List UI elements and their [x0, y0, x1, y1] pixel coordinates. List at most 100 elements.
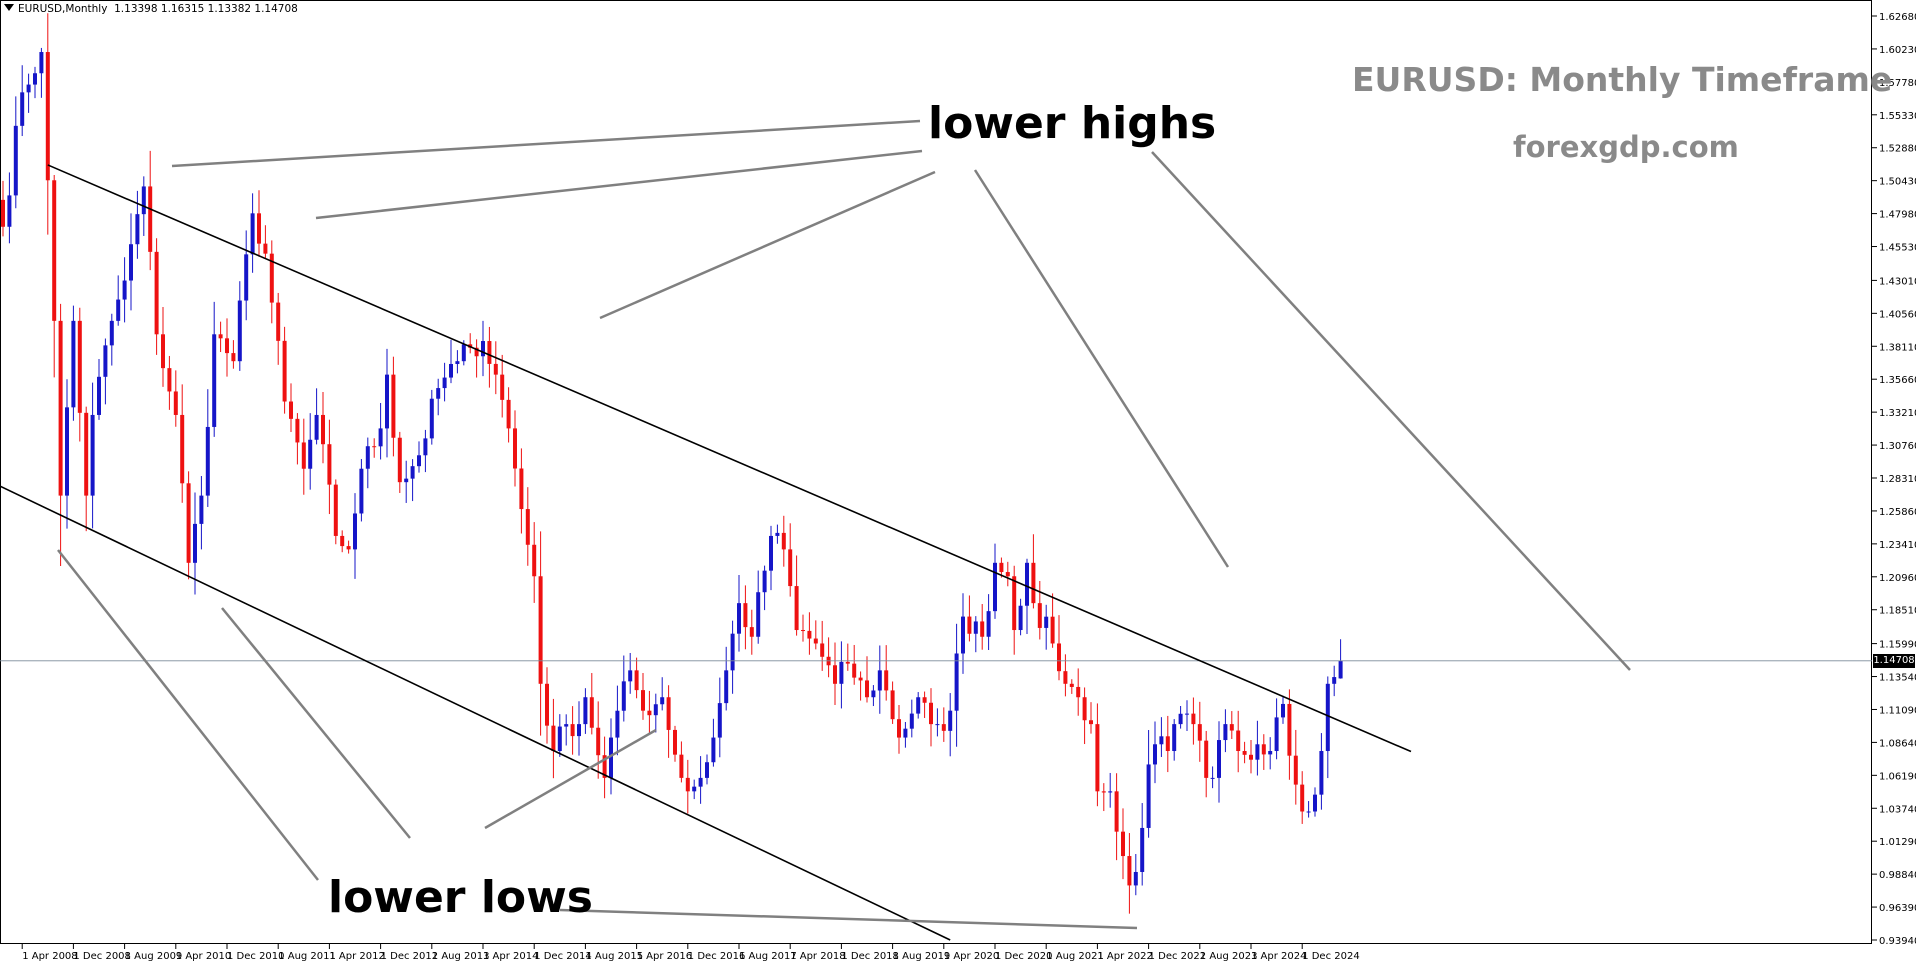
- y-tick-label: 1.15990: [1879, 640, 1916, 651]
- bear-candle-body: [321, 414, 325, 445]
- bear-candle-body: [84, 412, 89, 496]
- bull-candle-body: [1338, 660, 1343, 679]
- bull-candle-body: [1274, 717, 1279, 752]
- bear-candle-body: [1191, 713, 1196, 725]
- bull-candle-body: [1319, 751, 1324, 795]
- bear-candle-body: [519, 468, 524, 510]
- bull-candle-body: [557, 726, 562, 752]
- bull-candle-body: [986, 611, 991, 637]
- bull-candle-body: [653, 704, 658, 716]
- chart-title: EURUSD: Monthly Timeframe: [1352, 60, 1893, 99]
- bear-candle-body: [538, 576, 543, 684]
- bull-candle-body: [423, 438, 428, 456]
- bear-candle-body: [820, 643, 825, 657]
- dropdown-triangle-icon[interactable]: [4, 4, 14, 11]
- bull-candle-body: [122, 280, 127, 300]
- bear-candle-body: [295, 418, 300, 443]
- symbol-header: EURUSD,Monthly 1.13398 1.16315 1.13382 1…: [4, 3, 298, 15]
- bear-candle-body: [570, 724, 575, 737]
- bear-candle-body: [1005, 572, 1010, 577]
- x-tick-label: 1 Aug 2023: [1200, 951, 1258, 962]
- bull-candle-body: [436, 388, 441, 399]
- bear-candle-body: [801, 630, 805, 632]
- bull-candle-body: [1178, 713, 1183, 725]
- x-tick-label: 1 Apr 2008: [22, 951, 77, 962]
- bear-candle-body: [397, 437, 402, 483]
- bear-candle-body: [525, 509, 530, 545]
- bull-candle-body: [564, 724, 569, 727]
- bear-candle-body: [1242, 751, 1247, 755]
- bear-candle-body: [180, 414, 185, 484]
- bull-candle-body: [954, 653, 959, 711]
- bull-candle-body: [762, 570, 767, 593]
- x-tick-label: 1 Dec 2012: [381, 951, 439, 962]
- annotation-pointer-line: [221, 607, 411, 839]
- bear-candle-body: [551, 725, 556, 752]
- bear-candle-body: [1165, 736, 1170, 752]
- bull-candle-body: [839, 661, 844, 684]
- bear-candle-body: [506, 399, 511, 429]
- bear-candle-body: [845, 661, 850, 664]
- bull-candle-body: [455, 361, 460, 364]
- bull-candle-body: [417, 455, 421, 467]
- bear-candle-body: [173, 391, 178, 415]
- bear-candle-body: [231, 353, 236, 362]
- bull-candle-body: [33, 73, 37, 85]
- current-price-tag: 1.14708: [1873, 654, 1915, 668]
- bull-candle-body: [1268, 751, 1273, 755]
- annotation-pointer-line: [57, 549, 319, 881]
- bear-candle-body: [391, 374, 396, 438]
- annotation-pointer-line: [315, 149, 923, 220]
- bull-candle-body: [90, 414, 95, 496]
- y-tick-label: 1.43010: [1879, 276, 1916, 287]
- bear-candle-body: [1089, 720, 1093, 725]
- bear-candle-body: [999, 562, 1004, 573]
- bear-candle-body: [282, 340, 287, 402]
- bull-candle-body: [1217, 740, 1221, 778]
- bull-candle-body: [205, 426, 210, 496]
- annotation-pointer-line: [171, 119, 921, 168]
- bear-candle-body: [148, 186, 153, 252]
- bull-candle-body: [628, 670, 633, 682]
- lower-channel-trendline: [0, 485, 951, 941]
- bull-candle-body: [1140, 827, 1145, 872]
- bear-candle-body: [474, 347, 479, 357]
- bull-candle-body: [1018, 605, 1023, 631]
- chart-subtitle: forexgdp.com: [1513, 130, 1739, 164]
- bear-candle-body: [641, 690, 645, 711]
- bear-candle-body: [1057, 643, 1061, 672]
- bear-candle-body: [1249, 754, 1253, 760]
- bull-candle-body: [1325, 683, 1330, 752]
- bear-candle-body: [852, 663, 857, 678]
- bull-candle-body: [1313, 794, 1317, 812]
- bear-candle-body: [1050, 616, 1055, 644]
- bear-candle-body: [301, 442, 306, 469]
- bear-candle-body: [1031, 562, 1036, 604]
- annotation-pointer-line: [973, 169, 1230, 568]
- bull-candle-body: [993, 562, 997, 612]
- y-tick-label: 1.50430: [1879, 177, 1916, 188]
- annotation-pointer-line: [1151, 151, 1631, 671]
- y-tick-label: 1.40560: [1879, 309, 1916, 320]
- bear-candle-body: [865, 680, 869, 698]
- bull-candle-body: [65, 407, 69, 496]
- bull-candle-body: [141, 186, 146, 215]
- upper-channel-trendline: [47, 164, 1412, 753]
- bear-candle-body: [269, 253, 274, 303]
- bull-candle-body: [903, 728, 908, 738]
- x-tick-label: 1 Apr 2024: [1251, 951, 1306, 962]
- ohlc-label: 1.13398 1.16315 1.13382 1.14708: [114, 3, 298, 15]
- y-tick-label: 1.30760: [1879, 441, 1916, 452]
- y-tick-label: 1.11090: [1879, 705, 1916, 716]
- bull-candle-body: [442, 377, 447, 389]
- x-tick-label: 1 Aug 2019: [893, 951, 951, 962]
- bull-candle-body: [1044, 616, 1049, 628]
- bull-candle-body: [97, 376, 101, 415]
- bull-candle-body: [730, 633, 735, 671]
- bear-candle-body: [1, 199, 5, 227]
- bull-candle-body: [775, 532, 780, 536]
- bear-candle-body: [980, 621, 985, 637]
- bear-candle-body: [647, 710, 652, 716]
- bear-candle-body: [1261, 744, 1266, 755]
